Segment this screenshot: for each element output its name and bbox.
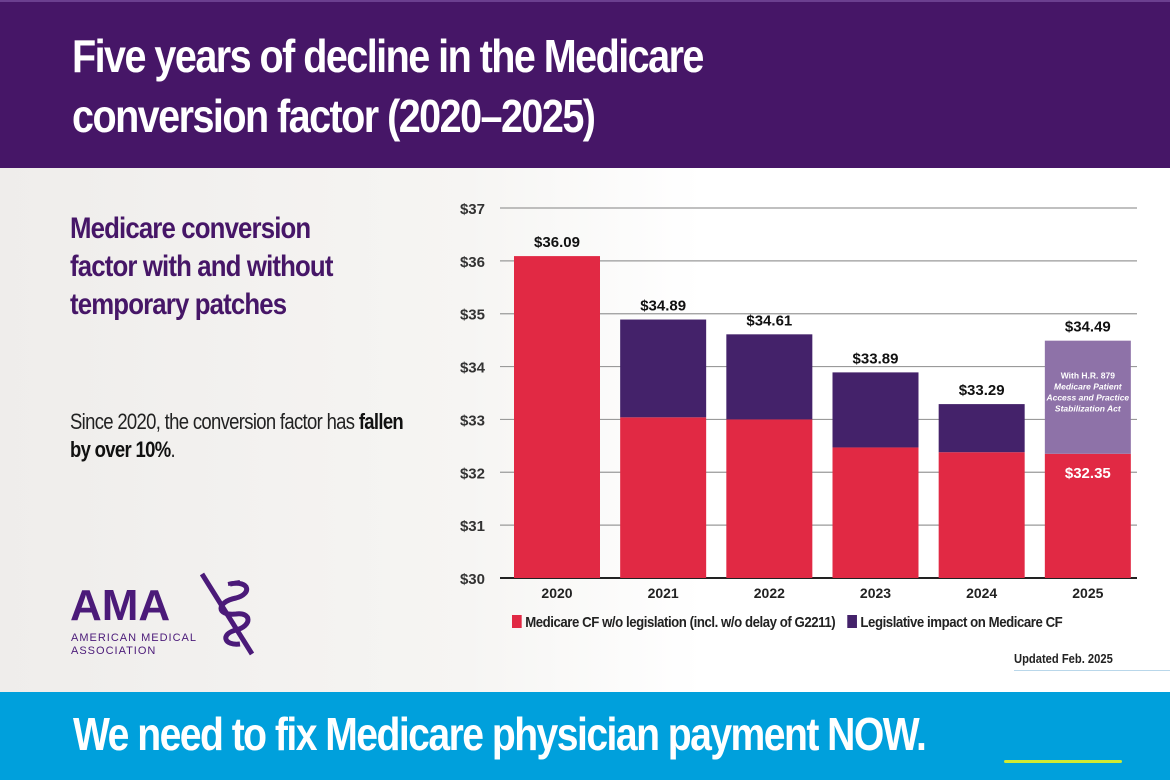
annotation-line: With H.R. 879 — [1061, 371, 1116, 381]
bar-red-2023 — [832, 447, 919, 578]
y-tick-label: $30 — [460, 571, 485, 588]
annotation-line: Medicare Patient — [1054, 382, 1123, 392]
logo-line2: ASSOCIATION — [71, 645, 157, 657]
y-tick-label: $33 — [460, 412, 485, 429]
bar-chart: $30 $31 $32 $33 $34 $35 $36 $37 $36.09 2020 $34.8… — [460, 201, 1137, 601]
summary-text: Since 2020, the conversion factor has fa… — [70, 408, 406, 464]
bar-red-2022 — [726, 419, 813, 578]
summary-end: . — [170, 437, 175, 462]
page-title: Five years of decline in the Medicare co… — [72, 30, 704, 142]
x-tick-label: 2024 — [966, 585, 997, 601]
data-label: $34.61 — [746, 312, 792, 329]
y-tick-label: $35 — [460, 307, 485, 324]
y-tick-label: $31 — [460, 518, 485, 535]
annotation-line: Access and Practice — [1045, 393, 1129, 403]
staff-of-asclepius-icon — [200, 572, 255, 656]
bar-purple-2022 — [726, 334, 813, 420]
bar-purple-2023 — [832, 372, 919, 448]
x-tick-label: 2025 — [1072, 585, 1103, 601]
y-tick-label: $36 — [460, 254, 485, 271]
summary-bold: fallen by over 10% — [70, 409, 404, 462]
y-tick-label: $34 — [460, 360, 486, 377]
chart-legend: Medicare CF w/o legislation (incl. w/o d… — [512, 614, 1071, 631]
legend-item-purple: Legislative impact on Medicare CF — [847, 614, 1063, 631]
bar-red-2020 — [514, 256, 600, 578]
data-label: $33.29 — [959, 382, 1005, 399]
highlight-underline — [1004, 760, 1122, 763]
y-tick-label: $37 — [460, 201, 485, 218]
x-tick-label: 2022 — [754, 585, 785, 601]
legend-swatch-red — [512, 615, 522, 628]
x-tick-label: 2023 — [860, 585, 891, 601]
x-tick-label: 2020 — [541, 585, 572, 601]
inner-label-2025: $32.35 — [1065, 465, 1111, 482]
legend-item-red: Medicare CF w/o legislation (incl. w/o d… — [512, 614, 836, 631]
bar-purple-2024 — [938, 404, 1025, 453]
x-tick-label: 2021 — [648, 585, 679, 601]
bar-purple-2025 — [1044, 340, 1131, 454]
logo-wordmark: AMA — [70, 581, 171, 630]
bar-purple-2021 — [620, 319, 707, 418]
updated-note: Updated Feb. 2025 — [1014, 651, 1113, 666]
ama-logo: AMA AMERICAN MEDICAL ASSOCIATION — [70, 572, 270, 662]
updated-divider — [1014, 670, 1170, 671]
data-label: $34.89 — [640, 298, 686, 315]
data-label: $34.49 — [1065, 319, 1111, 336]
header-banner: Five years of decline in the Medicare co… — [0, 0, 1170, 168]
y-tick-label: $32 — [460, 465, 485, 482]
legend-label-purple: Legislative impact on Medicare CF — [860, 614, 1063, 631]
logo-line1: AMERICAN MEDICAL — [71, 632, 198, 644]
logo-subtext: AMERICAN MEDICAL ASSOCIATION — [71, 632, 197, 658]
legend-label-red: Medicare CF w/o legislation (incl. w/o d… — [525, 614, 836, 631]
data-label: $36.09 — [534, 234, 580, 251]
footer-banner: We need to fix Medicare physician paymen… — [0, 692, 1170, 780]
chart-subtitle: Medicare conversion factor with and with… — [70, 212, 333, 321]
bar-red-2021 — [620, 417, 707, 578]
bar-red-2024 — [938, 452, 1025, 578]
summary-plain: Since 2020, the conversion factor has — [70, 409, 359, 434]
annotation-line: Stabilization Act — [1055, 404, 1122, 414]
legend-swatch-purple — [847, 615, 857, 628]
call-to-action: We need to fix Medicare physician paymen… — [73, 708, 927, 760]
data-label: $33.89 — [853, 350, 899, 367]
bar-red-2025 — [1044, 453, 1131, 578]
